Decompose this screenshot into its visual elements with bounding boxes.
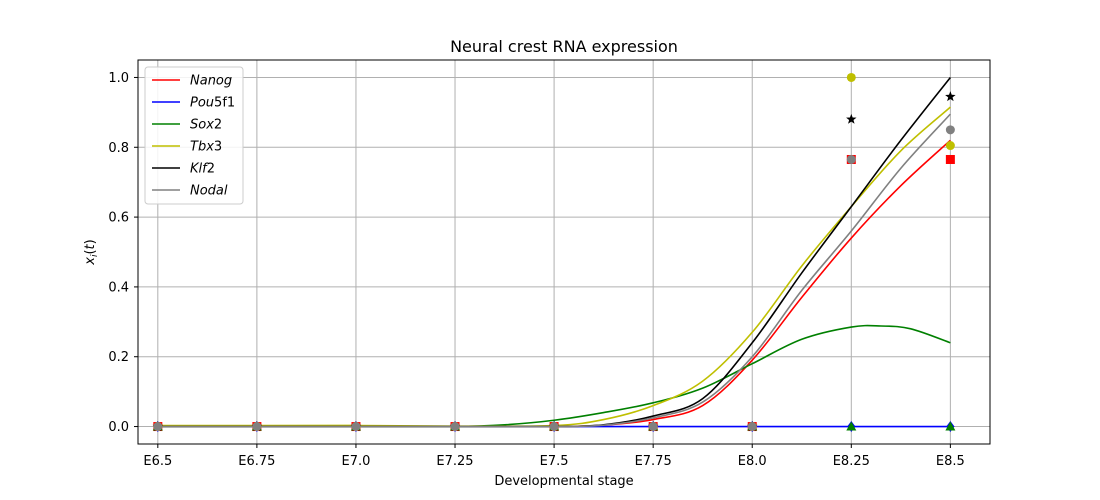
chart-title: Neural crest RNA expression — [450, 37, 678, 56]
x-tick-label: E8.25 — [833, 454, 870, 469]
legend-label-tbx3: Tbx3 — [190, 140, 222, 155]
y-tick-label: 0.8 — [108, 141, 129, 156]
x-tick-label: E7.0 — [342, 454, 371, 469]
data-point-nodal — [252, 422, 262, 432]
data-point-klf2 — [846, 113, 857, 124]
x-tick-label: E8.0 — [738, 454, 767, 469]
x-tick-label: E6.75 — [238, 454, 275, 469]
data-point-nodal — [549, 422, 559, 432]
data-point-nodal — [450, 422, 460, 432]
y-tick-label: 0.6 — [108, 211, 129, 226]
y-axis: 0.0 0.2 0.4 0.6 0.8 1.0 — [108, 71, 138, 435]
legend-label-nodal: Nodal — [190, 184, 228, 199]
legend: Nanog Pou5f1 Sox2 Tbx3 Klf2 Nodal — [144, 66, 244, 205]
legend-label-sox2: Sox2 — [190, 118, 222, 133]
data-point-nodal — [153, 422, 163, 432]
legend-label-pou5f1: Pou5f1 — [190, 96, 235, 111]
y-tick-label: 0.2 — [108, 350, 129, 365]
x-axis-label: Developmental stage — [494, 474, 633, 489]
series-line-nodal — [157, 113, 951, 428]
y-tick-label: 1.0 — [108, 71, 129, 86]
data-point-tbx3 — [945, 141, 955, 151]
plot-frame — [137, 59, 991, 445]
y-tick-label: 0.0 — [108, 420, 129, 435]
x-tick-label: E7.75 — [635, 454, 672, 469]
x-tick-label: E8.5 — [936, 454, 965, 469]
data-point-sox2 — [945, 421, 956, 431]
x-tick-label: E7.25 — [436, 454, 473, 469]
y-tick-label: 0.4 — [108, 280, 129, 295]
data-point-tbx3 — [846, 72, 856, 82]
y-axis-label: xi(t) — [83, 239, 100, 265]
data-point-nodal — [648, 422, 658, 432]
legend-label-klf2: Klf2 — [190, 162, 215, 177]
data-point-nanog — [945, 154, 955, 164]
data-point-nodal — [846, 154, 856, 164]
x-tick-label: E7.5 — [540, 454, 569, 469]
data-point-nodal — [945, 125, 955, 135]
data-point-nodal — [747, 422, 757, 432]
x-tick-label: E6.5 — [143, 454, 172, 469]
data-point-klf2 — [945, 91, 956, 102]
data-point-sox2 — [846, 421, 857, 431]
series-markers — [152, 72, 956, 433]
legend-label-nanog: Nanog — [190, 74, 232, 89]
data-point-nodal — [351, 422, 361, 432]
grid — [138, 60, 990, 444]
x-axis: E6.5 E6.75 E7.0 E7.25 E7.5 E7.75 E8.0 E8.25 E8.5 — [143, 444, 965, 469]
